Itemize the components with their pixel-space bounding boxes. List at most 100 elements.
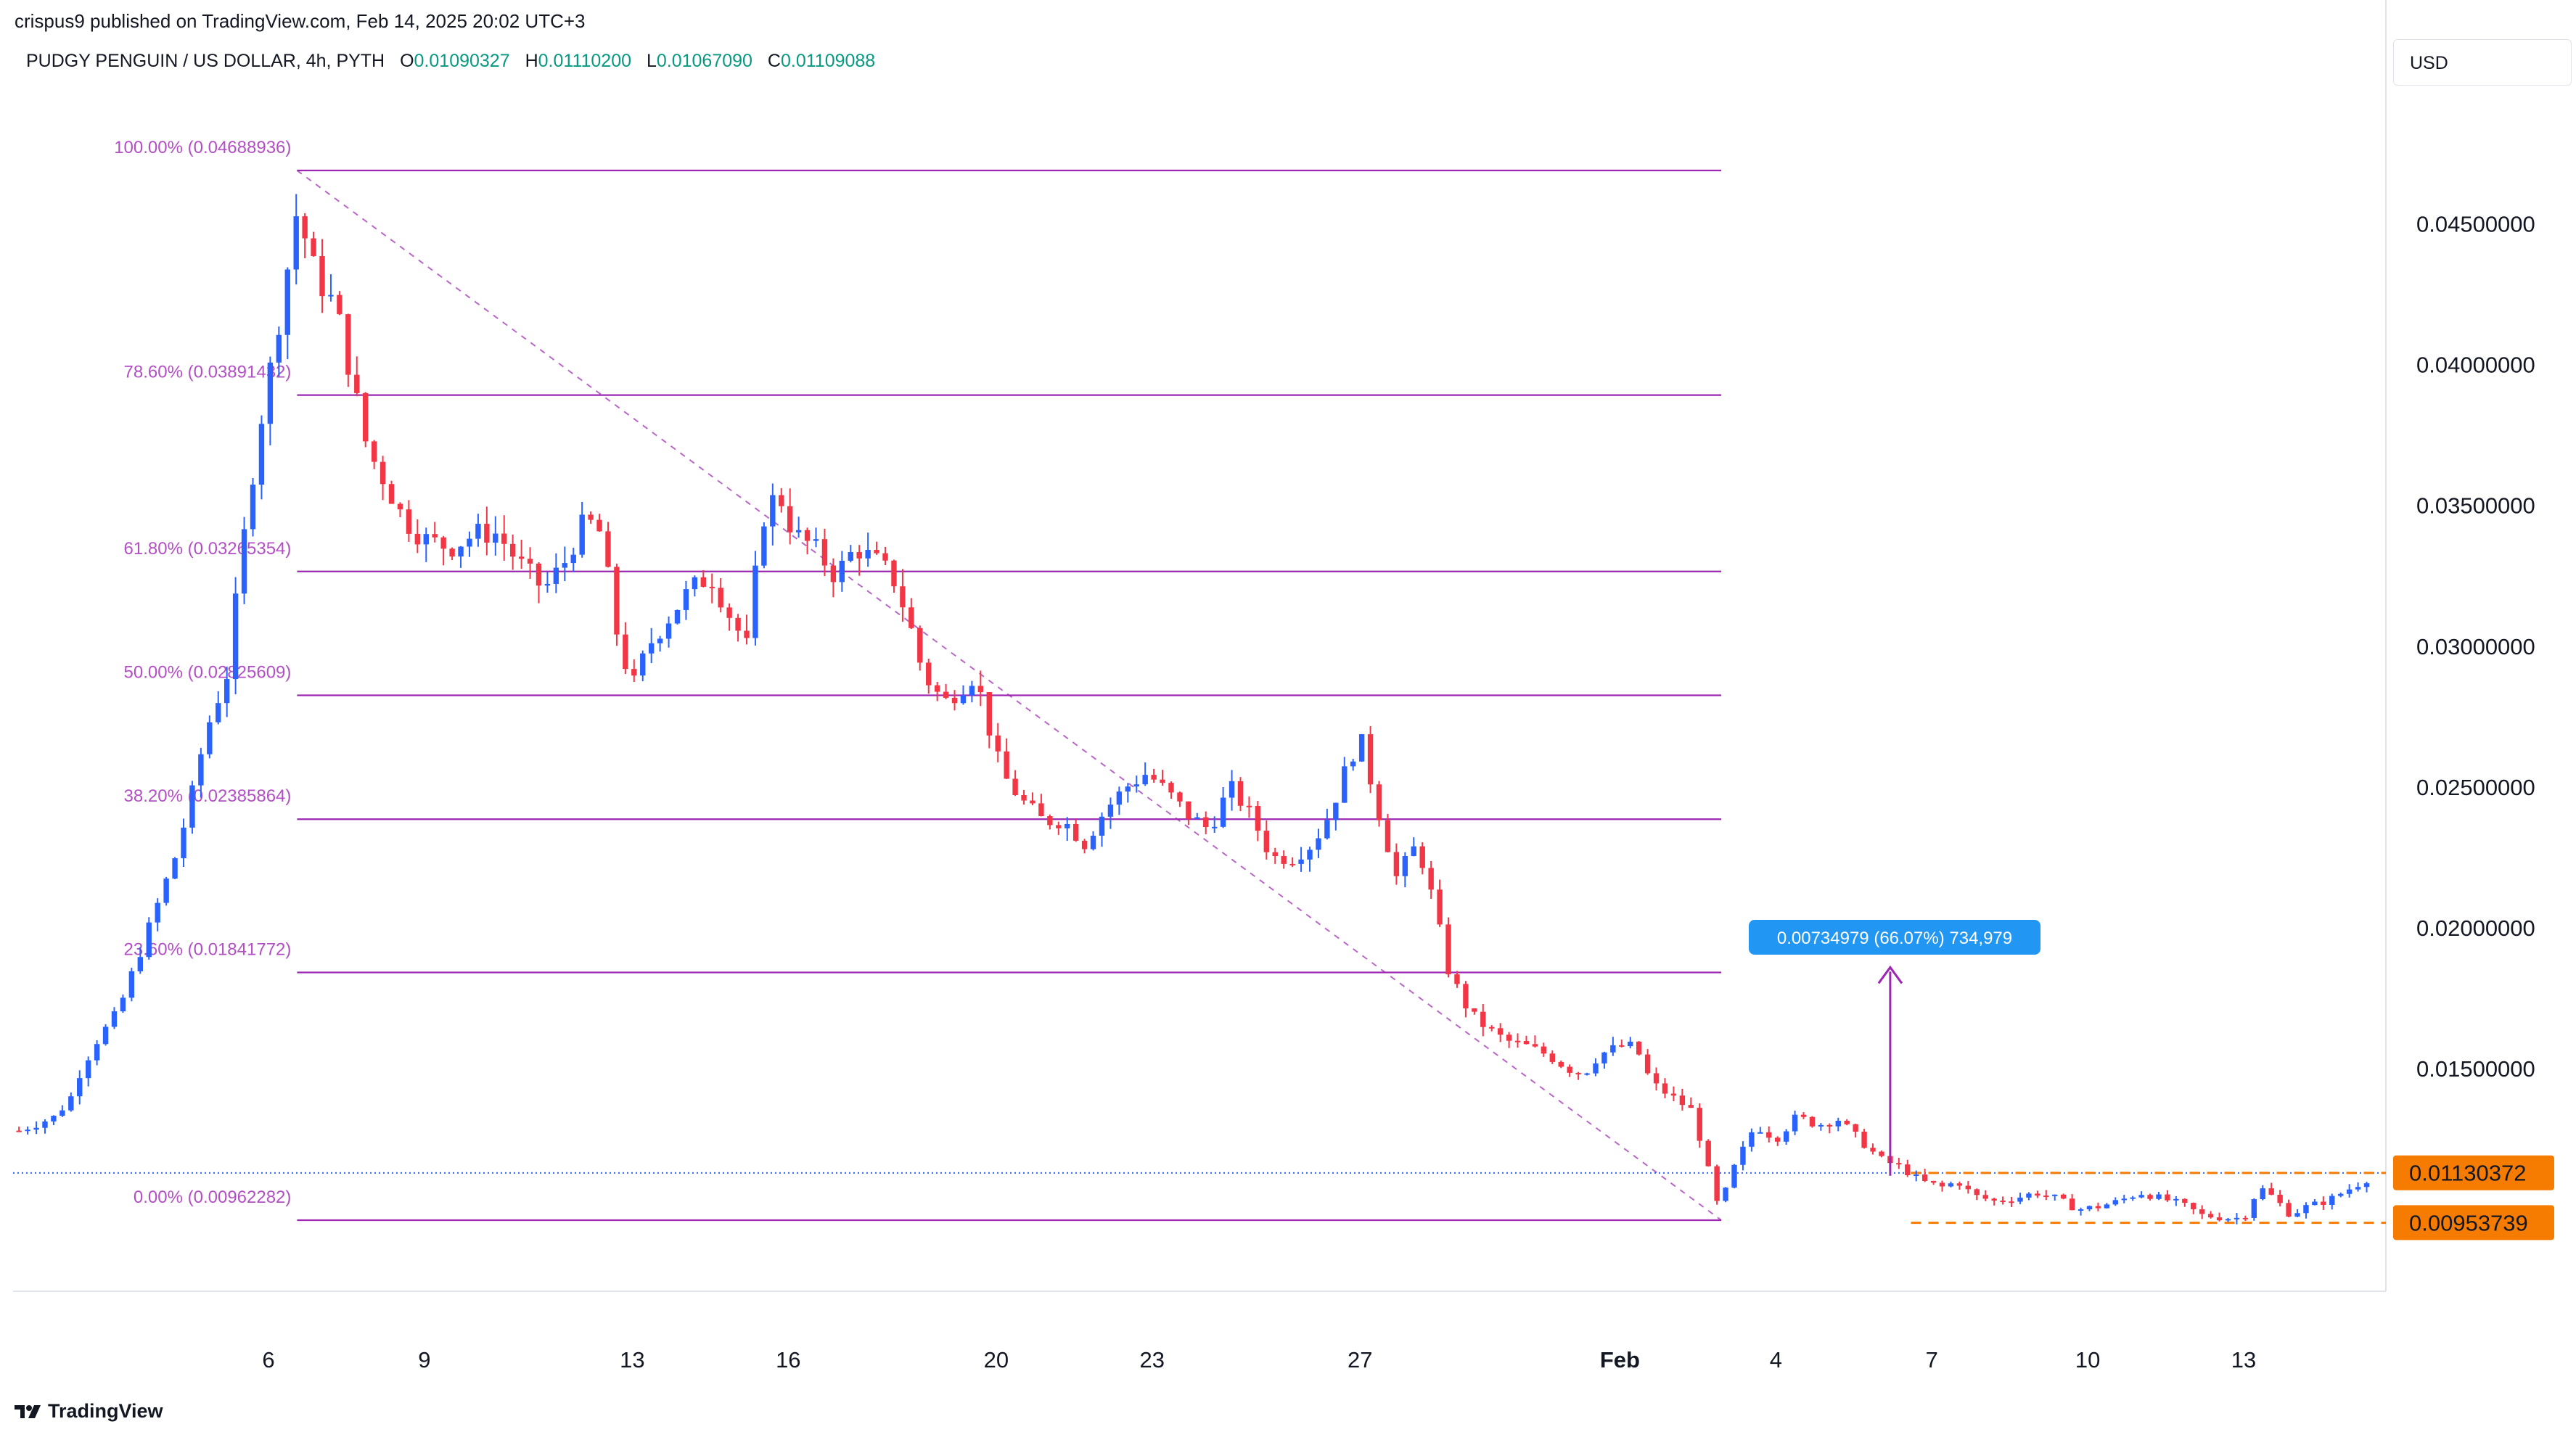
time-tick-label: 9: [418, 1347, 430, 1373]
candle-body: [934, 685, 940, 692]
candle-body: [1038, 803, 1044, 817]
candle-body: [1168, 783, 1174, 793]
fib-level-label: 78.60% (0.03891432): [124, 363, 292, 382]
candle-body: [2104, 1204, 2110, 1209]
candle-body: [2191, 1203, 2196, 1209]
price-tick-label: 0.02500000: [2416, 775, 2535, 800]
candle-body: [155, 902, 160, 923]
time-tick-label: 23: [1139, 1347, 1164, 1373]
measure-label-box: [1749, 920, 2040, 955]
candle-body: [1116, 791, 1123, 805]
candle-body: [1472, 1008, 1477, 1012]
candle-body: [1584, 1073, 1590, 1075]
candle-body: [1393, 852, 1400, 876]
candle-body: [449, 548, 455, 557]
candle-body: [1047, 816, 1053, 826]
candle-body: [267, 362, 274, 424]
candle-body: [2052, 1194, 2058, 1196]
candle-body: [518, 556, 525, 559]
candle-body: [2286, 1203, 2292, 1217]
candle-body: [1367, 734, 1374, 785]
candle-body: [2077, 1209, 2084, 1211]
candle-body: [1272, 852, 1278, 857]
candle-body: [1194, 817, 1200, 819]
currency-button[interactable]: USD: [2393, 39, 2572, 86]
high-label: H: [525, 51, 538, 71]
candle-body: [1714, 1166, 1720, 1201]
candle-body: [1142, 775, 1148, 785]
candle-body: [795, 530, 802, 532]
candle-body: [2329, 1196, 2335, 1205]
candle-body: [94, 1044, 100, 1061]
tradingview-logo-icon: [15, 1404, 41, 1418]
price-tick-label: 0.03500000: [2416, 493, 2535, 519]
candle-body: [631, 669, 637, 676]
candle-body: [440, 537, 446, 549]
candle-body: [2234, 1217, 2240, 1219]
candle-body: [284, 269, 290, 335]
candle-body: [2009, 1201, 2014, 1203]
candle-body: [1723, 1188, 1728, 1201]
candle-body: [484, 524, 490, 543]
candle-body: [1662, 1083, 1668, 1094]
candle-body: [830, 565, 837, 583]
candle-body: [51, 1116, 57, 1122]
candle-body: [120, 997, 126, 1012]
candle-body: [1731, 1164, 1737, 1188]
candle-body: [1792, 1114, 1798, 1132]
candle-body: [1324, 820, 1330, 839]
candle-body: [1610, 1045, 1616, 1053]
candle-body: [2260, 1188, 2265, 1200]
symbol-title[interactable]: PUDGY PENGUIN / US DOLLAR, 4h, PYTH: [26, 51, 385, 71]
candle-body: [2138, 1195, 2144, 1198]
candle-body: [848, 552, 853, 561]
close-value: 0.01109088: [780, 51, 876, 71]
candle-body: [951, 697, 958, 704]
candle-body: [432, 534, 438, 538]
candle-body: [1316, 838, 1321, 850]
candle-body: [1376, 784, 1382, 820]
candle-body: [917, 627, 923, 663]
candle-body: [1688, 1105, 1694, 1108]
candle-body: [2242, 1217, 2249, 1219]
candle-body: [943, 691, 949, 698]
price-tick-label: 0.04000000: [2416, 353, 2535, 378]
candle-body: [735, 617, 741, 631]
candle-body: [423, 534, 429, 545]
high-value: 0.01110200: [538, 51, 632, 71]
fib-level-label: 61.80% (0.03265354): [124, 539, 292, 559]
candle-body: [648, 643, 655, 654]
candle-body: [744, 630, 750, 638]
candle-body: [2303, 1205, 2309, 1214]
candle-body: [1628, 1041, 1633, 1047]
candle-body: [1558, 1061, 1564, 1067]
candle-body: [1844, 1120, 1850, 1124]
candle-body: [458, 546, 464, 557]
candle-body: [1679, 1095, 1686, 1106]
candle-body: [1211, 826, 1218, 828]
candle-body: [371, 441, 377, 462]
candle-body: [414, 533, 421, 545]
candle-body: [821, 539, 828, 566]
candle-body: [2147, 1195, 2153, 1199]
candle-body: [1549, 1053, 1556, 1062]
candle-body: [1939, 1182, 1945, 1187]
candle-body: [1220, 797, 1226, 827]
candle-body: [544, 583, 551, 586]
candle-body: [493, 533, 499, 543]
time-tick-label: 16: [776, 1347, 800, 1373]
candle-body: [1445, 924, 1451, 975]
candle-body: [1800, 1114, 1807, 1117]
candle-body: [596, 519, 602, 532]
fib-level-label: 23.60% (0.01841772): [124, 940, 292, 960]
candle-body: [328, 295, 334, 297]
candle-body: [1350, 761, 1356, 767]
price-tick-label: 0.01500000: [2416, 1056, 2535, 1082]
candle-body: [536, 563, 542, 586]
candle-body: [2095, 1206, 2101, 1209]
tradingview-logo[interactable]: TradingView: [15, 1400, 163, 1423]
candle-body: [1160, 779, 1165, 783]
time-tick-label: 7: [1926, 1347, 1938, 1373]
candle-body: [700, 577, 707, 587]
